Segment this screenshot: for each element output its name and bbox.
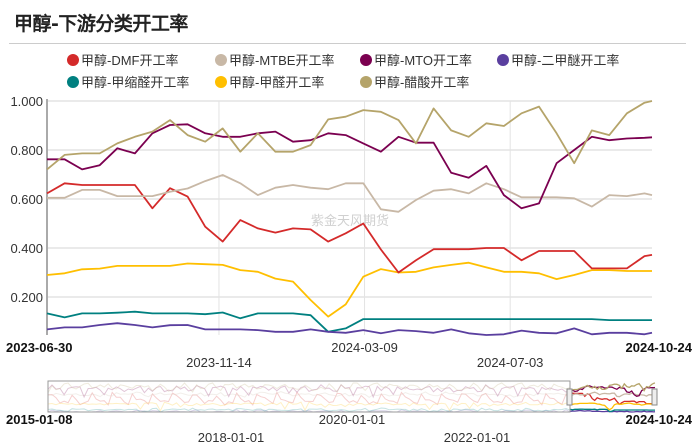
series-line[interactable] [46,322,653,336]
legend-label: 甲醇-二甲醚开工率 [511,53,620,68]
x-tick-label: 2023-06-30 [6,340,73,355]
x-tick-label: 2024-10-24 [626,340,693,355]
legend-label: 甲醇-醋酸开工率 [374,75,470,90]
navigator-history-line [47,401,571,412]
y-tick-label: 0.800 [10,143,43,158]
navigator-left-handle[interactable] [566,388,573,406]
legend-marker-icon [215,75,227,88]
navigator-history-line [47,391,571,406]
navigator-background [48,381,655,412]
legend-marker-icon [497,53,509,66]
navigator-history-line [47,407,571,413]
navigator-end-label: 2024-10-24 [626,412,693,427]
page-title: 甲醇-下游分类开工率 [14,13,188,35]
navigator-series-line [569,408,655,413]
x-tick-label: 2024-07-03 [477,355,544,370]
legend-label: 甲醇-MTO开工率 [374,53,472,68]
legend-marker-icon [67,53,79,66]
legend-item[interactable]: 甲醇-甲缩醛开工率 [67,72,189,91]
navigator-tick-label: 2018-01-01 [198,430,265,445]
navigator-series-line [569,402,655,411]
y-tick-label: 0.600 [10,192,43,207]
legend-marker-icon [360,53,372,66]
legend-item[interactable]: 甲醇-二甲醚开工率 [497,50,619,69]
legend-item[interactable]: 甲醇-DMF开工率 [67,50,179,69]
navigator-history-line [47,384,571,399]
legend-item[interactable]: 甲醇-MTBE开工率 [215,50,334,69]
navigator-start-label: 2015-01-08 [6,412,73,427]
navigator-series-line [569,409,656,413]
navigator-series-line [570,391,656,398]
legend-item[interactable]: 甲醇-甲醛开工率 [215,72,324,91]
x-tick-label: 2023-11-14 [186,355,252,370]
legend-item[interactable]: 甲醇-醋酸开工率 [360,72,469,91]
series-line[interactable] [47,123,653,210]
navigator-series-line [569,382,656,393]
navigator-tick-label: 2020-01-01 [319,412,386,427]
legend-label: 甲醇-甲醛开工率 [229,75,325,90]
x-tick-label: 2024-03-09 [331,340,398,355]
legend-label: 甲醇-DMF开工率 [81,53,179,68]
legend-marker-icon [360,75,372,88]
series-line[interactable] [46,100,653,171]
navigator-series-line [569,392,656,406]
series-line[interactable] [46,310,652,333]
legend-marker-icon [67,75,79,88]
navigator-history-line [47,382,571,394]
y-tick-label: 1.000 [10,94,43,109]
navigator-history-line [47,391,571,399]
legend-marker-icon [215,53,227,66]
series-line[interactable] [47,174,653,213]
legend-item[interactable]: 甲醇-MTO开工率 [360,50,472,69]
navigator-tick-label: 2022-01-01 [444,430,511,445]
title-divider [9,43,686,44]
navigator-right-handle[interactable] [651,388,658,406]
y-tick-label: 0.200 [10,290,43,305]
series-line[interactable] [46,261,652,318]
y-tick-label: 0.400 [10,241,43,256]
legend-label: 甲醇-甲缩醛开工率 [81,75,190,90]
watermark: 紫金天风期货 [311,213,389,228]
legend-label: 甲醇-MTBE开工率 [229,53,335,68]
series-line[interactable] [46,182,653,274]
navigator-mask [47,380,571,413]
